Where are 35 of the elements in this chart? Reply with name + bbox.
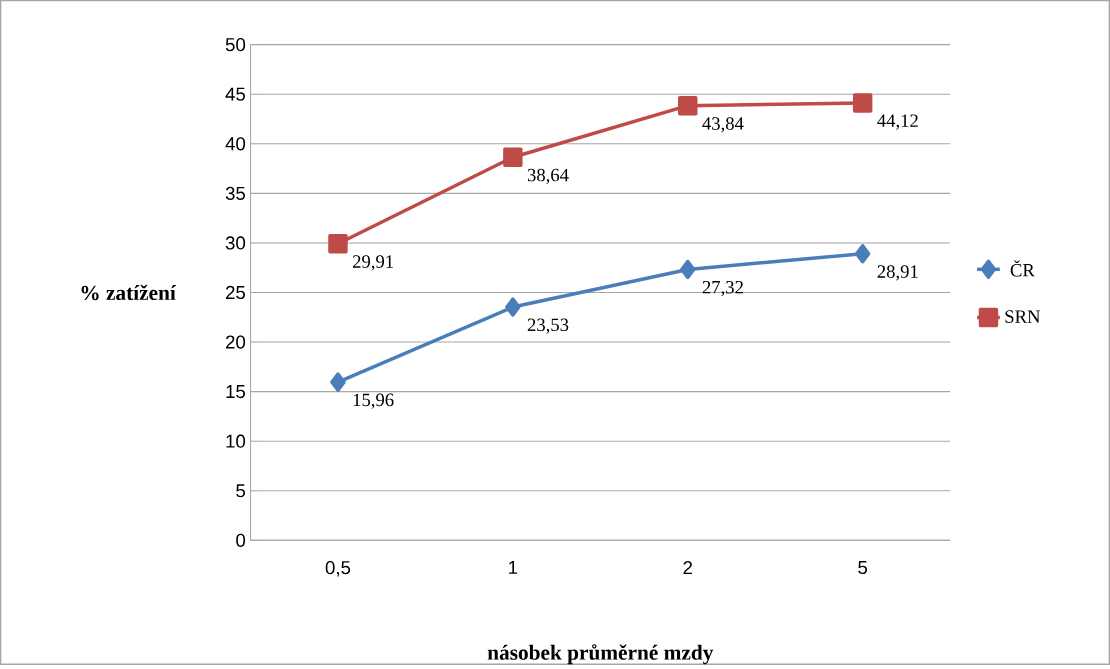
y-tick-label: 0 [236, 533, 246, 548]
y-tick-label: 5 [236, 484, 246, 498]
data-label: 29,91 [352, 255, 393, 271]
data-label: 27,32 [702, 281, 743, 297]
y-tick-label: 20 [226, 335, 246, 349]
x-axis-title: násobek průměrné mzdy [487, 644, 714, 665]
data-label: 15,96 [353, 393, 394, 409]
data-label: 28,91 [877, 265, 918, 281]
y-tick-label: 30 [225, 236, 246, 250]
point [503, 147, 523, 168]
x-tick-label: 1 [509, 561, 518, 575]
point [330, 372, 346, 393]
point [854, 244, 871, 264]
x-tick-label: 2 [683, 561, 693, 575]
y-tick-label: 35 [225, 186, 246, 201]
data-label: 43,84 [702, 117, 744, 133]
y-tick-label: 50 [225, 38, 246, 52]
data-label: 44,12 [877, 114, 918, 130]
data-label: 23,53 [527, 318, 569, 334]
point [328, 234, 348, 254]
point [680, 259, 696, 280]
y-tick-label: 25 [226, 286, 246, 300]
legend-label: ČR [1010, 260, 1035, 277]
data-label: 38,64 [527, 168, 569, 185]
point [505, 297, 521, 317]
y-tick-label: 45 [225, 87, 246, 101]
legend-label: SRN [1005, 310, 1041, 324]
point [678, 96, 698, 116]
y-axis-title: % zatížení [81, 285, 177, 301]
y-tick-label: 10 [226, 434, 246, 448]
point [852, 93, 873, 113]
x-tick-label: 5 [858, 561, 868, 575]
y-tick-label: 15 [226, 385, 246, 399]
y-tick-label: 40 [225, 137, 246, 151]
x-tick-label: 0,5 [325, 561, 351, 577]
